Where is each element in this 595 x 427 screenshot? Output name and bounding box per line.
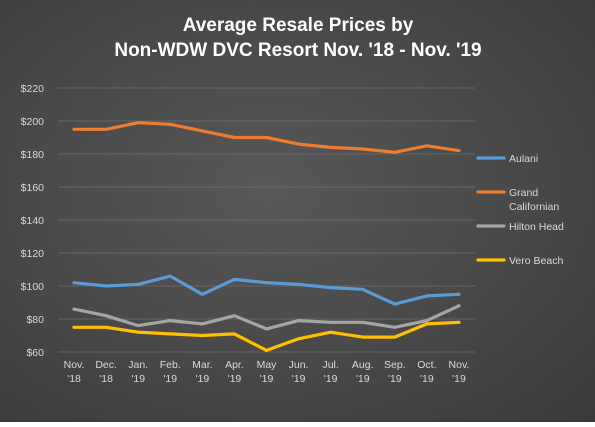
- legend-label-hilton-head: Hilton Head: [509, 221, 564, 233]
- y-tick-label: $160: [21, 182, 45, 194]
- x-tick-label: Apr. '19: [225, 359, 244, 385]
- legend: Aulani Grand Californian Hilton Head Vero Be…: [476, 153, 564, 267]
- y-tick-label: $200: [21, 116, 45, 128]
- chart-title-line-2: Non-WDW DVC Resort Nov. '18 - Nov. '19: [114, 40, 481, 61]
- y-tick-label: $60: [26, 347, 44, 359]
- x-tick-label: Jul. '19: [322, 359, 338, 385]
- x-tick-label: Jan. '19: [128, 359, 148, 385]
- y-tick-label: $140: [21, 215, 45, 227]
- series-line-grand-californian: [72, 121, 461, 154]
- x-tick-label: Dec. '18: [95, 359, 117, 385]
- legend-label-vero-beach: Vero Beach: [509, 255, 563, 267]
- y-tick-label: $80: [26, 314, 44, 326]
- x-tick-label: Oct. '19: [417, 359, 436, 385]
- x-tick-label: Mar. '19: [192, 359, 212, 385]
- x-tick-label: Nov. '19: [449, 359, 470, 385]
- x-tick-label: Feb. '19: [160, 359, 181, 385]
- y-tick-label: $180: [21, 149, 45, 161]
- legend-label-grand-californian: Grand Californian: [509, 187, 559, 213]
- x-tick-label: May '19: [257, 359, 278, 385]
- x-tick-label: Sep. '19: [384, 359, 406, 385]
- x-axis-ticks: Nov. '18 Dec. '18 Jan. '19 Feb. '19 Mar. '19 Apr. '…: [64, 359, 470, 385]
- x-tick-label: Jun. '19: [289, 359, 309, 385]
- y-tick-label: $120: [21, 248, 45, 260]
- series-line-aulani: [72, 274, 461, 306]
- chart-title-line-1: Average Resale Prices by: [183, 15, 414, 36]
- y-tick-label: $220: [21, 83, 45, 95]
- series-lines: [72, 121, 461, 352]
- legend-label-aulani: Aulani: [509, 153, 538, 165]
- series-line-vero-beach: [72, 320, 461, 352]
- y-axis-ticks: $60 $80 $100 $120 $140 $160 $180 $200 $220: [21, 83, 45, 359]
- series-line-hilton-head: [72, 304, 461, 331]
- x-tick-label: Nov. '18: [64, 359, 85, 385]
- y-tick-label: $100: [21, 281, 45, 293]
- x-tick-label: Aug. '19: [352, 359, 374, 385]
